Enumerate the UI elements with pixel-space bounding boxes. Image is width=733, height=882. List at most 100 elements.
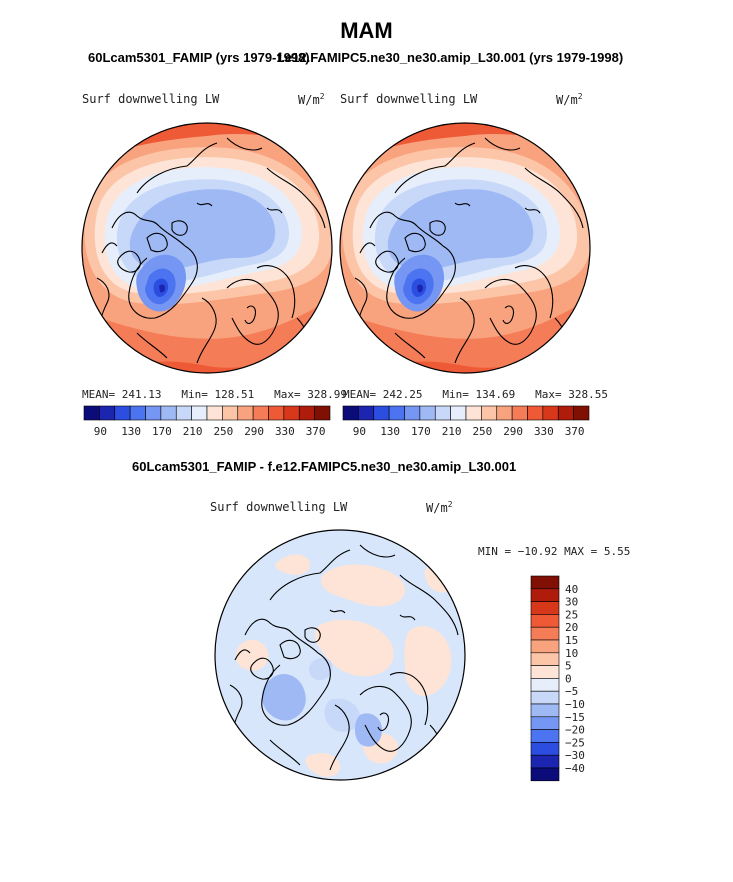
left-units-label: W/m2 <box>298 92 325 107</box>
diff-colorbar-label: 0 <box>565 672 572 685</box>
diff-colorbar-box <box>530 588 560 602</box>
right-colorbar-box <box>419 405 436 421</box>
right-colorbar-box <box>557 405 574 421</box>
diff-colorbar-box <box>530 716 560 730</box>
left-colorbar-label: 250 <box>213 425 233 438</box>
right-colorbar-box <box>373 405 390 421</box>
diff-colorbar-label: −40 <box>565 762 585 775</box>
left-colorbar-box <box>129 405 146 421</box>
left-colorbar-label: 290 <box>244 425 264 438</box>
diff-colorbar-box <box>530 639 560 654</box>
left-colorbar-label: 330 <box>275 425 295 438</box>
diff-colorbar-box <box>530 767 560 782</box>
left-colorbar-box <box>83 405 100 421</box>
left-colorbar-box <box>222 405 239 421</box>
diff-colorbar-label: −30 <box>565 749 585 762</box>
right-colorbar-box <box>542 405 559 421</box>
diff-colorbar-label: −15 <box>565 711 585 724</box>
diff-colorbar-label: 10 <box>565 647 578 660</box>
left-colorbar-box <box>114 405 131 421</box>
left-colorbar-box <box>298 405 315 421</box>
diff-colorbar-label: 5 <box>565 660 572 673</box>
right-colorbar-label: 330 <box>534 425 554 438</box>
case2-title: f.e12.FAMIPC5.ne30_ne30.amip_L30.001 (yr… <box>277 50 624 65</box>
diff-minmax: MIN = −10.92 MAX = 5.55 <box>478 545 631 558</box>
right-units-label: W/m2 <box>556 92 583 107</box>
left-stats: MEAN= 241.13 Min= 128.51 Max= 328.99 <box>82 388 347 401</box>
left-colorbar-box <box>237 405 254 421</box>
left-min: Min= 128.51 <box>181 388 255 401</box>
diff-colorbar-box <box>530 703 560 718</box>
diff-colorbar-label: −25 <box>565 736 585 749</box>
diff-colorbar-label: −20 <box>565 724 585 737</box>
right-colorbar-box <box>511 405 528 421</box>
right-colorbar-box <box>573 405 590 421</box>
right-colorbar-label: 130 <box>380 425 400 438</box>
diff-colorbar-box <box>530 652 560 666</box>
right-colorbar-box <box>404 405 421 421</box>
diff-colorbar-label: 40 <box>565 583 578 596</box>
left-mean: MEAN= 241.13 <box>82 388 162 401</box>
left-colorbar: 90 130 170 210 250 290 330 370 <box>83 405 331 438</box>
diff-colorbar-box <box>530 626 560 641</box>
right-colorbar-box <box>342 405 359 421</box>
diff-colorbar-label: 15 <box>565 634 578 647</box>
left-colorbar-box <box>175 405 192 421</box>
left-colorbar-label: 170 <box>152 425 172 438</box>
right-colorbar-label: 370 <box>565 425 585 438</box>
right-colorbar-label: 290 <box>503 425 523 438</box>
right-colorbar-label: 90 <box>353 425 366 438</box>
left-colorbar-box <box>252 405 269 421</box>
diff-colorbar-label: 30 <box>565 596 578 609</box>
diff-colorbar-box <box>530 575 560 590</box>
left-map-border <box>81 122 333 374</box>
left-colorbar-label: 370 <box>306 425 326 438</box>
season-title: MAM <box>340 18 393 43</box>
diff-colorbar-label: 25 <box>565 608 578 621</box>
diff-title: 60Lcam5301_FAMIP - f.e12.FAMIPC5.ne30_ne… <box>132 459 517 474</box>
left-colorbar-box <box>99 405 116 421</box>
left-map-field <box>82 123 332 373</box>
diff-colorbar-box <box>530 742 560 756</box>
right-max: Max= 328.55 <box>535 388 608 401</box>
diff-colorbar-label: 20 <box>565 621 578 634</box>
left-colorbar-box <box>314 405 331 421</box>
right-colorbar-label: 210 <box>442 425 462 438</box>
left-colorbar-box <box>268 405 285 421</box>
right-colorbar-box <box>481 405 498 421</box>
left-colorbar-box <box>145 405 162 421</box>
diff-colorbar-box <box>530 678 560 692</box>
diff-colorbar-box <box>530 601 560 615</box>
left-colorbar-label: 210 <box>183 425 203 438</box>
right-colorbar-box <box>465 405 482 421</box>
diff-variable-label: Surf downwelling LW <box>210 500 348 514</box>
right-map-field <box>340 123 590 373</box>
right-mean: MEAN= 242.25 <box>343 388 423 401</box>
right-variable-label: Surf downwelling LW <box>340 92 478 106</box>
left-max: Max= 328.99 <box>274 388 347 401</box>
left-colorbar-box <box>160 405 177 421</box>
diff-colorbar-box <box>530 729 560 743</box>
left-colorbar-box <box>191 405 208 421</box>
diff-units-label: W/m2 <box>426 500 453 515</box>
right-colorbar-box <box>358 405 375 421</box>
diff-colorbar-label: −10 <box>565 698 585 711</box>
left-colorbar-box <box>206 405 223 421</box>
diff-map-border <box>214 529 466 781</box>
right-stats: MEAN= 242.25 Min= 134.69 Max= 328.55 <box>343 388 608 401</box>
diff-colorbar-box <box>530 665 560 679</box>
left-variable-label: Surf downwelling LW <box>82 92 220 106</box>
diff-map-field <box>215 530 465 780</box>
right-colorbar-box <box>388 405 405 421</box>
right-colorbar: 90 130 170 210 250 290 330 370 <box>342 405 590 438</box>
case1-title: 60Lcam5301_FAMIP (yrs 1979-1998) <box>88 50 310 65</box>
right-colorbar-label: 170 <box>411 425 431 438</box>
diff-colorbar-label: −5 <box>565 685 578 698</box>
left-colorbar-box <box>283 405 300 421</box>
right-min: Min= 134.69 <box>442 388 516 401</box>
left-colorbar-label: 90 <box>94 425 107 438</box>
right-colorbar-box <box>450 405 467 421</box>
right-colorbar-box <box>496 405 513 421</box>
